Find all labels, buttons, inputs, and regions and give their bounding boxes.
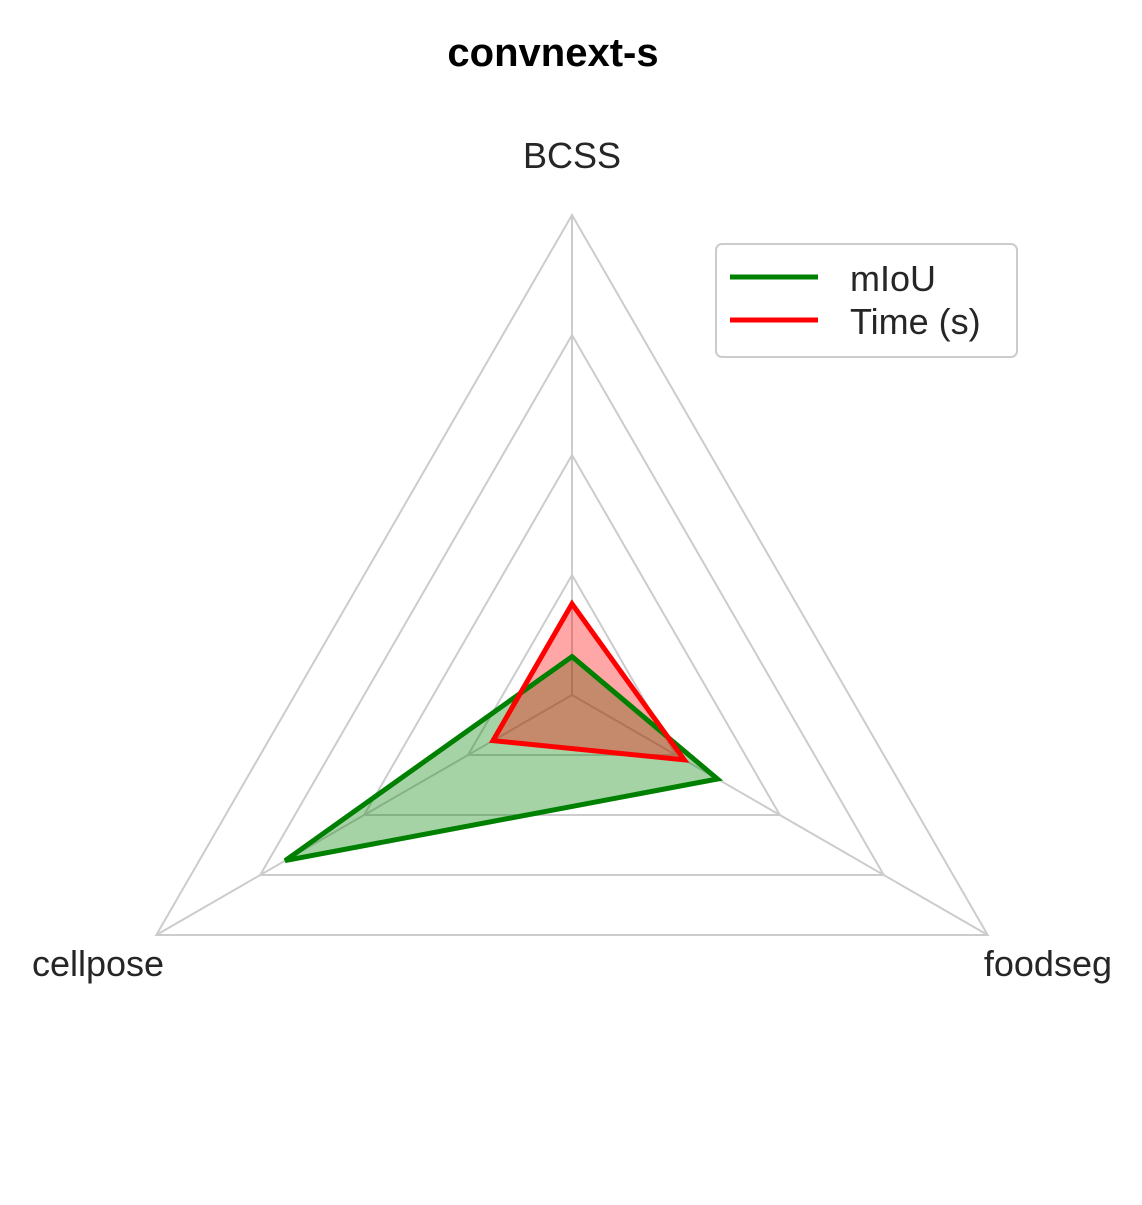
legend: mIoU Time (s) bbox=[715, 243, 1018, 358]
grid-spoke-foodseg bbox=[571, 694, 989, 936]
series-line-time-s bbox=[488, 599, 690, 763]
grid-ring-2 bbox=[362, 452, 782, 816]
legend-label-time: Time (s) bbox=[850, 301, 981, 342]
grid-ring-4 bbox=[154, 213, 990, 936]
radar-series bbox=[283, 599, 724, 864]
grid-ring-3 bbox=[258, 333, 886, 876]
legend-label-miou: mIoU bbox=[850, 258, 936, 299]
axis-label-cellpose: cellpose bbox=[32, 943, 164, 984]
chart-title: convnext-s bbox=[447, 31, 658, 75]
series-line-miou bbox=[283, 653, 724, 864]
series-area-time-s bbox=[493, 603, 685, 760]
radar-grid bbox=[154, 213, 990, 936]
axis-labels: BCSS foodseg cellpose bbox=[32, 135, 1112, 984]
grid-ring-1 bbox=[466, 572, 678, 756]
grid-spoke-cellpose bbox=[155, 694, 573, 936]
axis-label-bcss: BCSS bbox=[523, 135, 621, 176]
series-area-miou bbox=[285, 656, 718, 861]
axis-label-foodseg: foodseg bbox=[984, 943, 1112, 984]
legend-box bbox=[715, 243, 1018, 358]
